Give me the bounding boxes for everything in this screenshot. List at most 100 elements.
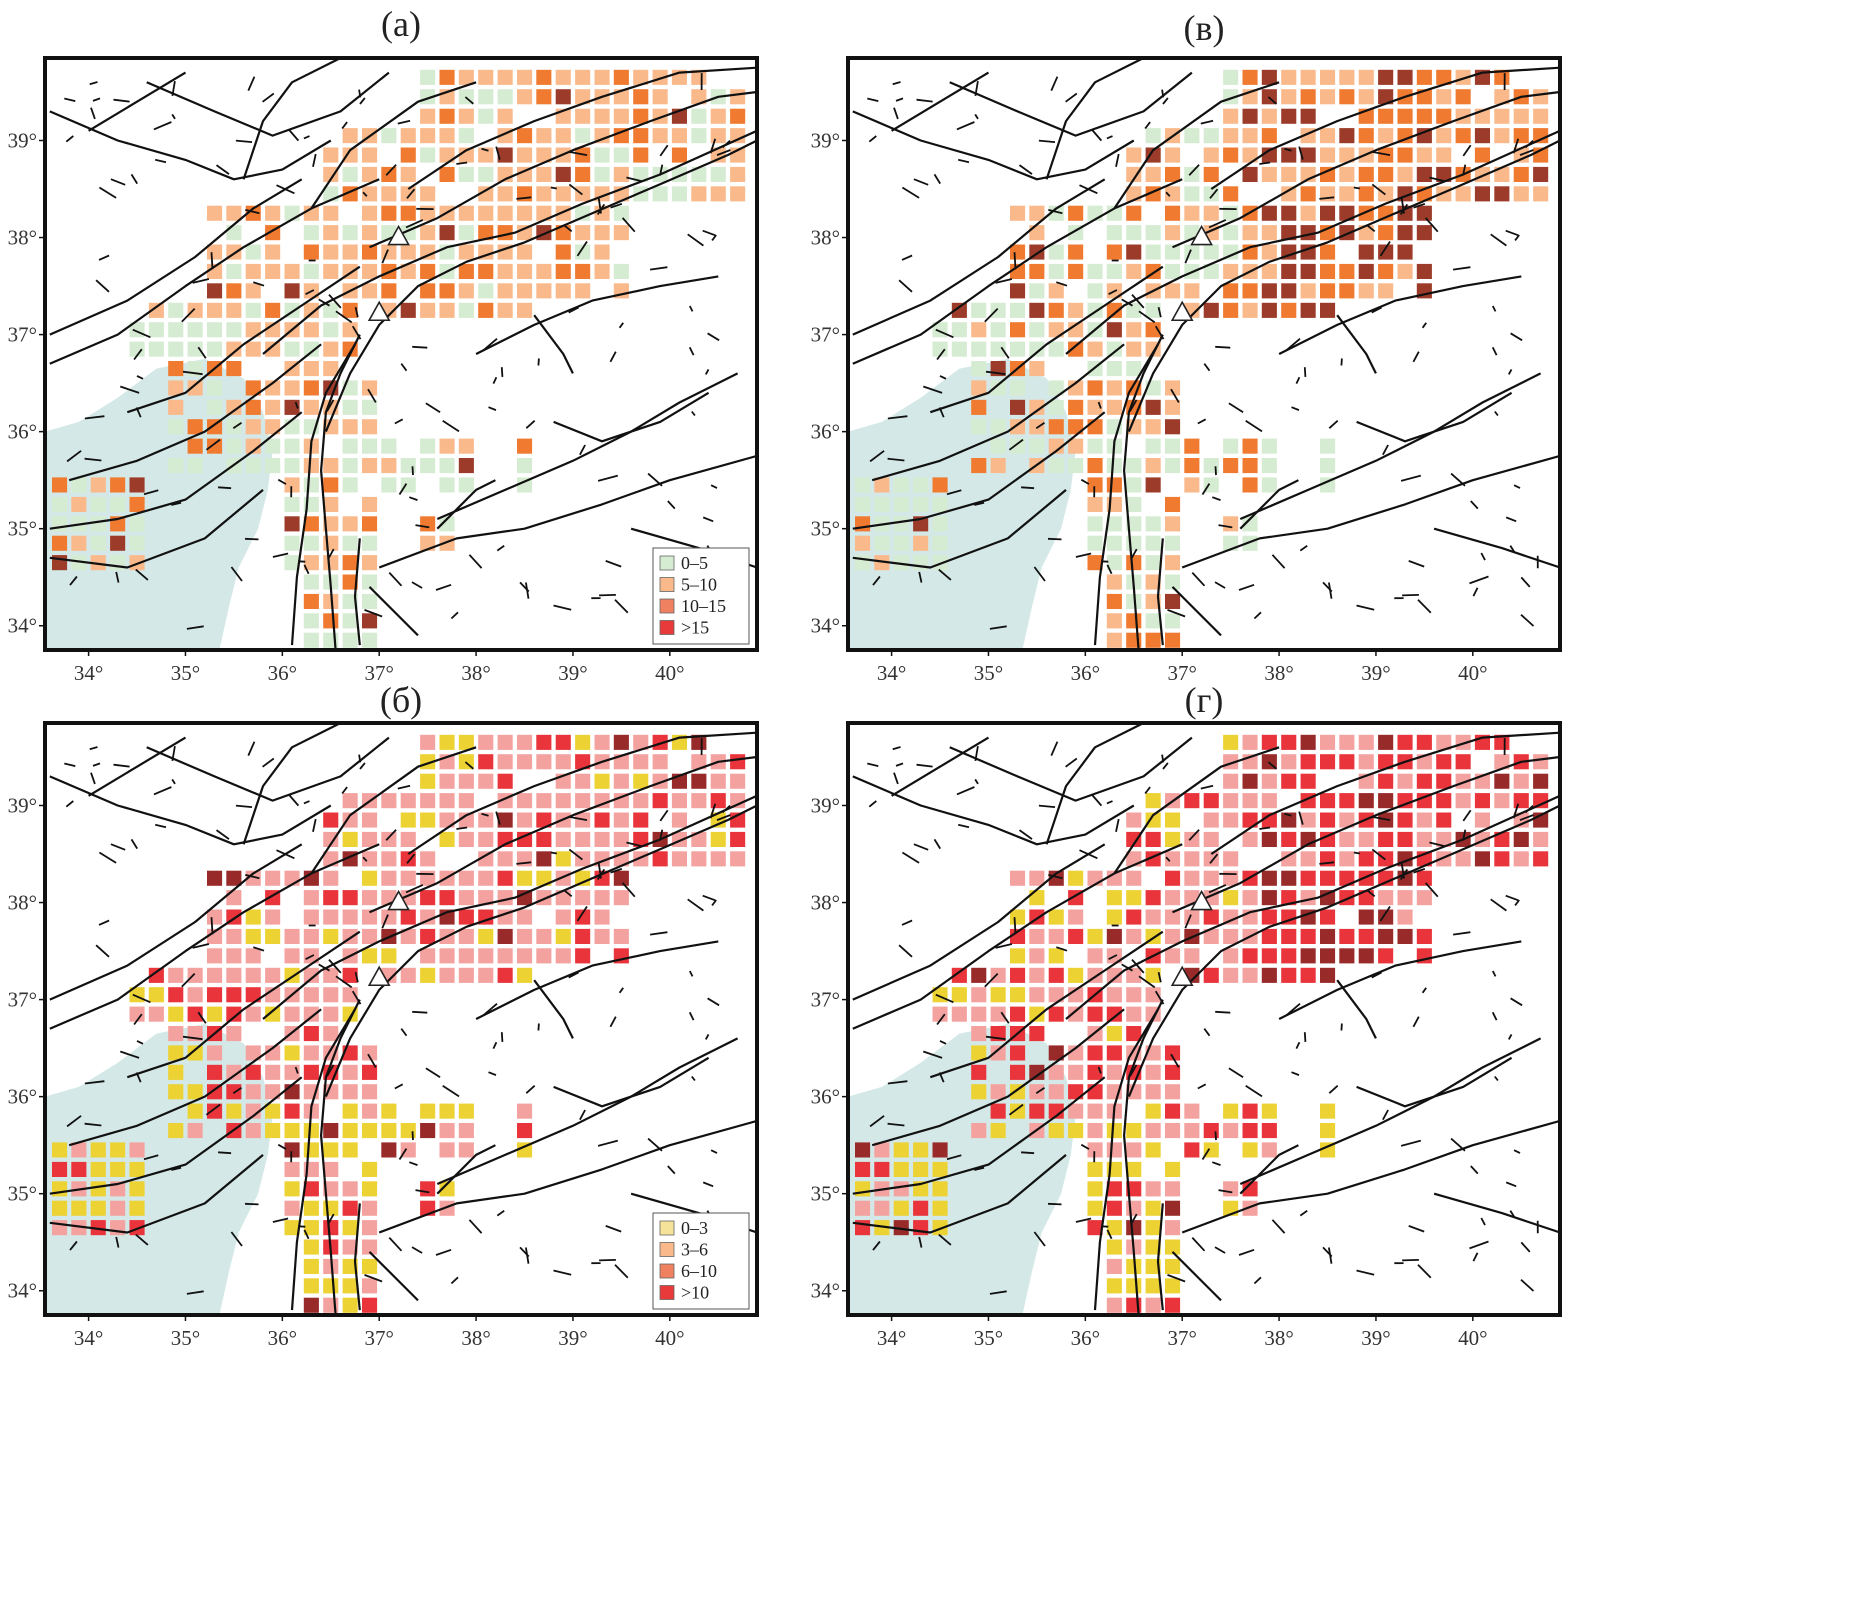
grid-cell [187, 1084, 203, 1100]
grid-cell [1281, 225, 1297, 241]
grid-cell [1223, 870, 1239, 886]
grid-cell [458, 948, 474, 964]
fault-segment [482, 1003, 498, 1016]
fault-segment [1413, 867, 1426, 874]
grid-cell [420, 205, 436, 221]
grid-cell [420, 225, 436, 241]
fault-segment [364, 609, 383, 618]
grid-cell [362, 555, 378, 571]
grid-cell [1145, 399, 1161, 415]
grid-cell [1436, 108, 1452, 124]
grid-cell [1455, 734, 1471, 750]
grid-cell [458, 263, 474, 279]
fault-segment [1513, 484, 1521, 489]
fault-segment [500, 1032, 504, 1042]
fault-segment [1450, 1137, 1466, 1152]
grid-cell [1010, 967, 1026, 983]
panel-title: (a) [381, 4, 421, 44]
fault-segment [1371, 183, 1386, 196]
fault-segment [1271, 554, 1286, 569]
grid-cell [1106, 225, 1122, 241]
fault-segment [442, 420, 460, 433]
grid-cell [71, 496, 87, 512]
fault-segment [516, 861, 532, 865]
grid-cell [1242, 890, 1258, 906]
grid-cell [497, 69, 513, 85]
fault-segment [272, 1217, 289, 1223]
grid-cell [381, 948, 397, 964]
fault-segment [351, 990, 362, 1005]
grid-cell [284, 380, 300, 396]
grid-cell [710, 851, 726, 867]
grid-cell [1203, 186, 1219, 202]
fault-line [378, 1119, 757, 1234]
fault-segment [1184, 249, 1192, 264]
grid-cell [1261, 225, 1277, 241]
grid-cell [342, 477, 358, 493]
fault-segment [1472, 1252, 1479, 1262]
fault-segment [303, 135, 310, 140]
lat-tick-label: 38° [811, 226, 840, 250]
grid-cell [652, 851, 668, 867]
grid-cell [129, 1142, 145, 1158]
grid-cell [575, 793, 591, 809]
grid-cell [362, 948, 378, 964]
fault-segment [1106, 564, 1113, 575]
grid-cell [497, 302, 513, 318]
grid-cell [1358, 793, 1374, 809]
fault-segment [887, 1080, 908, 1085]
grid-cell [1029, 205, 1045, 221]
grid-cell [517, 263, 533, 279]
grid-cell [536, 166, 552, 182]
grid-cell [1320, 166, 1336, 182]
grid-cell [575, 890, 591, 906]
fault-segment [563, 889, 573, 898]
grid-cell [990, 419, 1006, 435]
grid-cell [381, 1142, 397, 1158]
grid-cell [1223, 812, 1239, 828]
grid-cell [323, 166, 339, 182]
grid-cell [303, 1045, 319, 1061]
grid-cell [1494, 851, 1510, 867]
fault-segment [1035, 421, 1046, 430]
fault-segment [153, 121, 172, 131]
lon-tick-label: 40° [1458, 1326, 1487, 1350]
fault-segment [887, 457, 905, 462]
grid-cell [323, 1123, 339, 1139]
fault-segment [1382, 444, 1389, 456]
grid-cell [1203, 909, 1219, 925]
fault-segment [550, 186, 557, 190]
grid-cell [536, 831, 552, 847]
grid-cell [478, 890, 494, 906]
fault-segment [1291, 406, 1300, 411]
grid-cell [381, 244, 397, 260]
fault-segment [262, 757, 275, 768]
fault-segment [468, 554, 483, 569]
grid-cell [517, 890, 533, 906]
fault-line [1156, 538, 1164, 646]
grid-cell [129, 1161, 145, 1177]
grid-cell [1242, 283, 1258, 299]
grid-cell [971, 302, 987, 318]
grid-cell [1165, 399, 1181, 415]
grid-cell [400, 870, 416, 886]
grid-cell [1300, 205, 1316, 221]
grid-cell [893, 477, 909, 493]
fault-segment [1322, 581, 1333, 593]
grid-cell [245, 948, 261, 964]
grid-cell [439, 128, 455, 144]
grid-cell [1455, 754, 1471, 770]
grid-cell [932, 535, 948, 551]
grid-cell [1126, 1220, 1142, 1236]
fault-segment [66, 450, 82, 463]
grid-cell [652, 89, 668, 105]
fault-line [533, 979, 574, 1039]
fault-segment [1356, 604, 1375, 611]
grid-cell [478, 967, 494, 983]
grid-cell [303, 477, 319, 493]
grid-cell [932, 1181, 948, 1197]
grid-cell [1068, 458, 1084, 474]
fault-segment [397, 784, 411, 790]
grid-cell [323, 244, 339, 260]
fault-segment [1121, 298, 1133, 307]
